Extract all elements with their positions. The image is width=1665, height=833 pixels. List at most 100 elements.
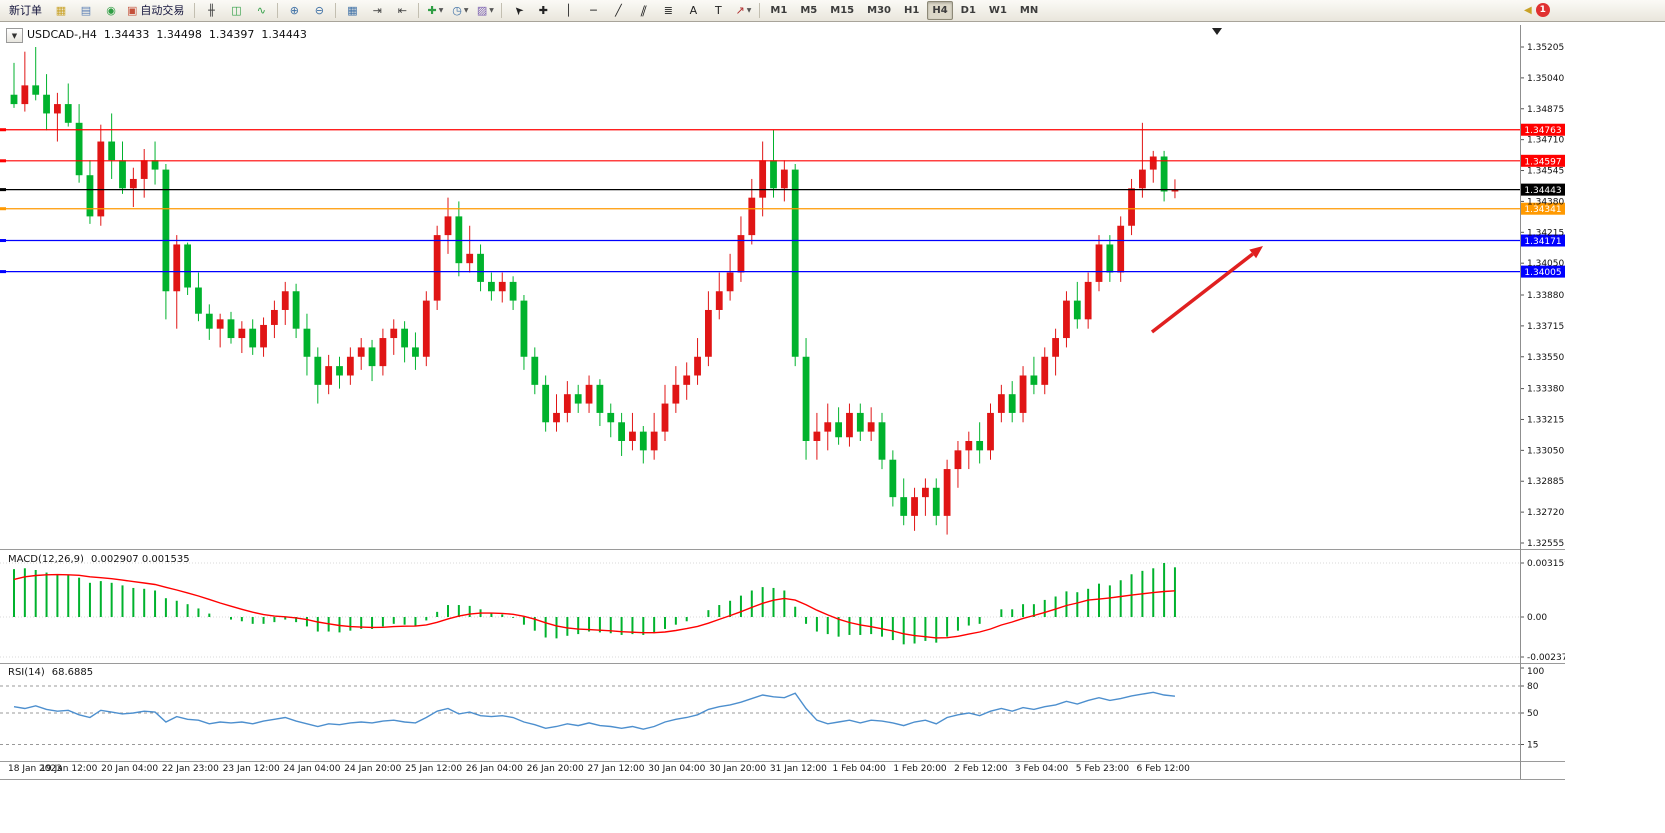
time-label: 2 Feb 12:00 bbox=[954, 764, 1008, 774]
channel-tool[interactable]: ∥ bbox=[631, 1, 655, 21]
timeframe-m15-button[interactable]: M15 bbox=[830, 5, 855, 16]
time-label: 18 Jan 2023 bbox=[8, 764, 62, 774]
templates-dropdown-glyph: ▨ bbox=[476, 4, 488, 17]
svg-text:1.32720: 1.32720 bbox=[1527, 508, 1564, 518]
candles-layer bbox=[10, 47, 1179, 535]
timeframe-h4-button[interactable]: H4 bbox=[927, 1, 953, 20]
timeframe-m5-button[interactable]: M5 bbox=[800, 5, 818, 16]
timeframe-h1-button[interactable]: H1 bbox=[904, 5, 920, 16]
time-label: 23 Jan 12:00 bbox=[222, 764, 280, 774]
horizontal-line-tool-glyph: ─ bbox=[590, 4, 597, 17]
notification-badge[interactable]: 1 bbox=[1535, 3, 1550, 17]
svg-text:1.34875: 1.34875 bbox=[1527, 105, 1564, 115]
trendline-tool[interactable]: ╱ bbox=[606, 1, 630, 21]
ohlc-low: 1.34397 bbox=[208, 28, 255, 41]
chevron-down-icon: ▼ bbox=[11, 31, 18, 40]
profiles-icon[interactable]: ▤ bbox=[74, 1, 98, 21]
ohlc-open: 1.34433 bbox=[103, 28, 150, 41]
cursor-tool[interactable]: ➤ bbox=[506, 1, 530, 21]
auto-scroll-icon[interactable]: ⇥ bbox=[365, 1, 389, 21]
ohlc-high: 1.34498 bbox=[156, 28, 202, 41]
time-label: 24 Jan 04:00 bbox=[283, 764, 341, 774]
new-chart-icon-glyph: ▦ bbox=[55, 4, 67, 17]
svg-text:1.32555: 1.32555 bbox=[1527, 539, 1564, 549]
time-label: 26 Jan 20:00 bbox=[526, 764, 584, 774]
auto-scroll-icon-glyph: ⇥ bbox=[372, 4, 383, 17]
data-window-icon[interactable]: ◉ bbox=[99, 1, 123, 21]
svg-text:1.34005: 1.34005 bbox=[1524, 268, 1561, 278]
text-tool-glyph: A bbox=[689, 4, 698, 17]
bar-chart-type-icon-glyph: ╫ bbox=[208, 4, 215, 17]
panel-divider bbox=[0, 663, 1565, 664]
zoom-in-icon[interactable]: ⊕ bbox=[282, 1, 306, 21]
timeframe-w1-button[interactable]: W1 bbox=[988, 5, 1007, 16]
cursor-tool-glyph: ➤ bbox=[510, 2, 527, 19]
candlestick-chart-type-icon[interactable]: ◫ bbox=[224, 1, 248, 21]
timeframe-d1-button[interactable]: D1 bbox=[960, 5, 976, 16]
main-chart-canvas[interactable]: 1.34763 1.34597 1.34443 1.34341 1.34171 1.340… bbox=[0, 25, 1565, 550]
macd-label-row: MACD(12,26,9) 0.002907 0.001535 bbox=[8, 554, 190, 565]
indicators-dropdown[interactable]: ✚ ▼ bbox=[423, 1, 447, 21]
horizontal-line-tool[interactable]: ─ bbox=[581, 1, 605, 21]
svg-text:1.33880: 1.33880 bbox=[1527, 291, 1564, 301]
timeframe-mn-button[interactable]: MN bbox=[1019, 5, 1039, 16]
time-label: 31 Jan 12:00 bbox=[769, 764, 827, 774]
fibonacci-tool[interactable]: ≣ bbox=[656, 1, 680, 21]
time-label: 3 Feb 04:00 bbox=[1014, 764, 1069, 774]
indicators-dropdown-glyph: ✚ bbox=[427, 4, 437, 17]
svg-text:80: 80 bbox=[1527, 682, 1539, 692]
vertical-line-tool[interactable]: │ bbox=[556, 1, 580, 21]
svg-text:0.00: 0.00 bbox=[1527, 613, 1547, 623]
periods-dropdown[interactable]: ◷ ▼ bbox=[448, 1, 472, 21]
zoom-out-icon-glyph: ⊖ bbox=[314, 4, 325, 17]
trend-arrow-head bbox=[1249, 246, 1263, 259]
svg-text:1.34215: 1.34215 bbox=[1527, 228, 1564, 238]
autotrading-button[interactable]: ▣ 自动交易 bbox=[124, 1, 190, 21]
new-order-button-label: 新订单 bbox=[9, 4, 42, 17]
zoom-out-icon[interactable]: ⊖ bbox=[307, 1, 331, 21]
svg-text:1.34380: 1.34380 bbox=[1527, 197, 1564, 207]
time-axis[interactable]: 18 Jan 2023 19 Jan 12:00 20 Jan 04:00 22 Ja… bbox=[0, 762, 1565, 779]
svg-text:1.34341: 1.34341 bbox=[1524, 205, 1561, 215]
label-tool[interactable]: T bbox=[706, 1, 730, 21]
channel-tool-glyph: ∥ bbox=[638, 4, 649, 17]
tile-windows-icon-glyph: ▦ bbox=[347, 4, 358, 17]
svg-text:1.33380: 1.33380 bbox=[1527, 385, 1564, 395]
line-chart-type-icon-glyph: ∿ bbox=[256, 4, 267, 17]
new-order-button[interactable]: 新订单 bbox=[3, 1, 48, 21]
line-chart-type-icon[interactable]: ∿ bbox=[249, 1, 273, 21]
chart-shift-icon[interactable]: ⇤ bbox=[390, 1, 414, 21]
macd-panel[interactable]: 0.003159 0.00 -0.002377 bbox=[0, 550, 1565, 663]
rsi-label-row: RSI(14) 68.6885 bbox=[8, 667, 93, 678]
tile-windows-icon[interactable]: ▦ bbox=[340, 1, 364, 21]
new-chart-icon[interactable]: ▦ bbox=[49, 1, 73, 21]
time-label: 6 Feb 12:00 bbox=[1136, 764, 1190, 774]
timeframe-m1-button[interactable]: M1 bbox=[770, 5, 788, 16]
trend-arrow[interactable] bbox=[1150, 252, 1254, 334]
svg-text:1.32885: 1.32885 bbox=[1527, 477, 1564, 487]
svg-text:1.34710: 1.34710 bbox=[1527, 136, 1564, 146]
zoom-in-icon-glyph: ⊕ bbox=[289, 4, 300, 17]
symbol-dropdown-button[interactable]: ▼ bbox=[6, 28, 23, 43]
svg-text:1.35205: 1.35205 bbox=[1527, 43, 1564, 53]
time-label: 30 Jan 04:00 bbox=[648, 764, 706, 774]
autotrading-button-glyph: ▣ bbox=[127, 4, 138, 17]
arrows-dropdown[interactable]: ↗ ▼ bbox=[731, 1, 755, 21]
crosshair-tool[interactable]: ✚ bbox=[531, 1, 555, 21]
svg-text:0.003159: 0.003159 bbox=[1527, 559, 1565, 569]
text-tool[interactable]: A bbox=[681, 1, 705, 21]
price-axis: 1.35205 1.35040 1.34875 1.34710 1.34545 1.343… bbox=[1520, 43, 1564, 549]
panel-divider bbox=[0, 761, 1565, 762]
timeframe-m30-button[interactable]: M30 bbox=[867, 5, 891, 16]
notification-area[interactable]: ◀ 1 bbox=[1524, 3, 1550, 17]
chart-shift-marker[interactable] bbox=[1212, 28, 1222, 35]
macd-signal-line bbox=[13, 573, 1175, 639]
rsi-panel[interactable]: 100 80 50 15 bbox=[0, 665, 1565, 761]
bar-chart-type-icon[interactable]: ╫ bbox=[199, 1, 223, 21]
toolbar-separator bbox=[759, 3, 761, 18]
price-levels-layer[interactable]: 1.34763 1.34597 1.34443 1.34341 1.34171 1.340… bbox=[0, 123, 1565, 278]
ohlc-header: USDCAD-,H4 1.34433 1.34498 1.34397 1.344… bbox=[27, 28, 307, 41]
chevron-down-icon: ▼ bbox=[438, 6, 444, 14]
templates-dropdown[interactable]: ▨ ▼ bbox=[473, 1, 497, 21]
vertical-line-tool-glyph: │ bbox=[565, 4, 572, 17]
